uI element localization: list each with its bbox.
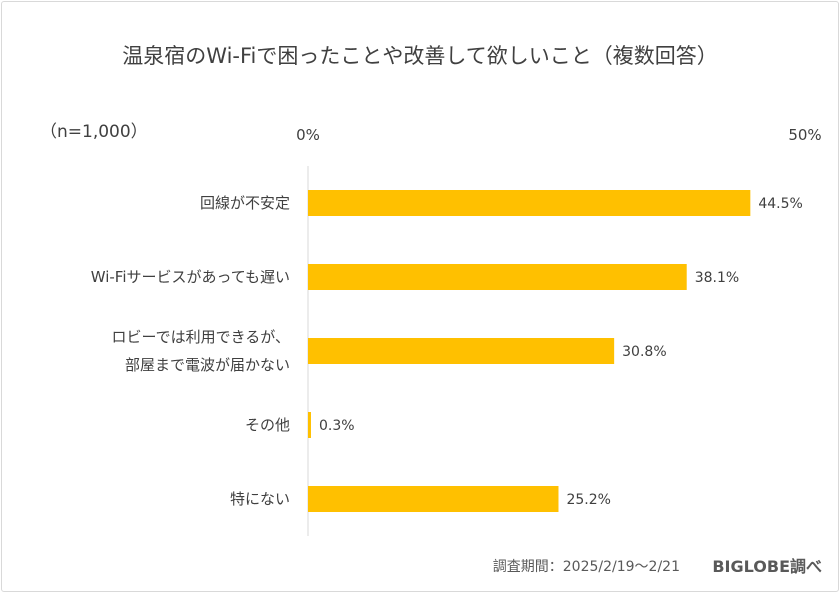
sample-size-note: （n=1,000） xyxy=(40,122,148,142)
source-credit: BIGLOBE調べ xyxy=(712,557,822,576)
tick-label-0: 0% xyxy=(296,126,320,144)
category-label: その他 xyxy=(244,416,290,434)
data-label: 25.2% xyxy=(566,492,610,508)
category-label: 特にない xyxy=(229,490,290,508)
data-label: 30.8% xyxy=(622,344,666,360)
data-label: 38.1% xyxy=(695,270,739,286)
survey-period: 調査期間：2025/2/19～2/21 xyxy=(492,559,680,575)
bar xyxy=(308,486,559,512)
data-label: 44.5% xyxy=(758,196,802,212)
bar xyxy=(308,338,615,364)
bar xyxy=(308,264,687,290)
category-label: ロビーでは利用できるが、 部屋まで電波が届かない xyxy=(111,328,290,374)
category-label: Wi-Fiサービスがあっても遅い xyxy=(90,268,290,286)
data-label: 0.3% xyxy=(319,418,355,434)
bar xyxy=(308,412,311,438)
bar xyxy=(308,190,751,216)
category-label: 回線が不安定 xyxy=(199,194,290,212)
tick-label-50: 50% xyxy=(788,126,822,144)
chart-title: 温泉宿のWi-Fiで困ったことや改善して欲しいこと（複数回答） xyxy=(122,44,718,68)
